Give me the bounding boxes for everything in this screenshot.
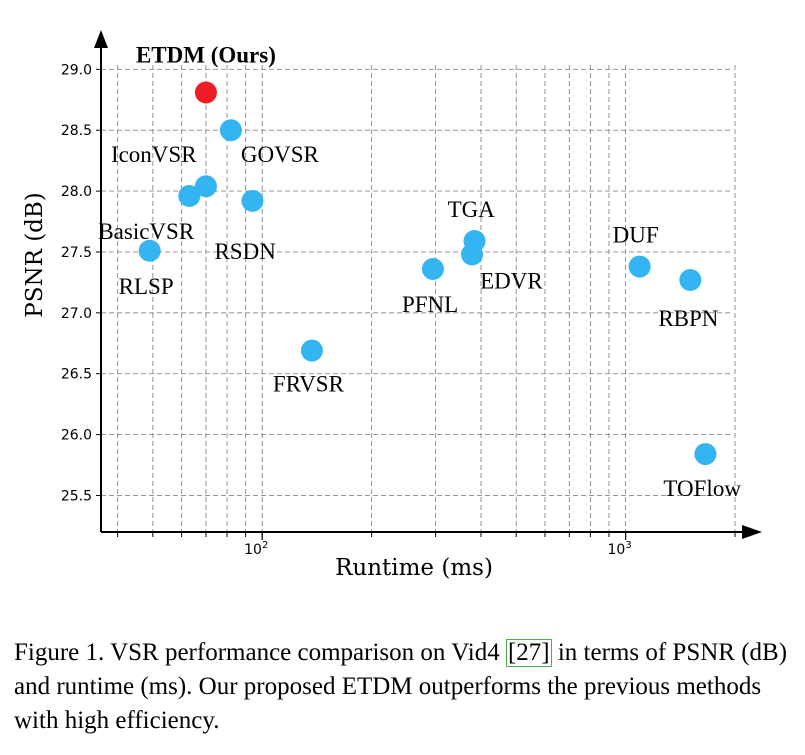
x-tick-label: 103	[608, 540, 632, 558]
cite-close-bracket: ]	[541, 639, 550, 666]
axes	[94, 30, 762, 540]
point-frvsr	[300, 339, 323, 362]
label-toflow: TOFlow	[663, 476, 741, 501]
x-tick-label: 102	[244, 540, 268, 558]
caption-text-end: in terms of PSNR (dB) and runtime (ms). …	[14, 639, 788, 734]
label-iconvsr: IconVSR	[111, 142, 197, 167]
y-tick-label: 28.5	[61, 123, 92, 139]
y-tick-label: 25.5	[61, 488, 92, 504]
point-govsr	[219, 119, 242, 142]
x-axis-arrow	[742, 525, 762, 539]
point-edvr	[461, 243, 484, 266]
point-toflow	[694, 443, 717, 466]
point-rbpn	[679, 268, 702, 291]
cite-number: 27	[516, 639, 542, 666]
y-tick-label: 29.0	[61, 62, 92, 78]
grid	[101, 65, 736, 532]
point-duf	[628, 255, 651, 278]
label-govsr: GOVSR	[241, 142, 320, 167]
x-ticks: 102 103	[244, 540, 632, 558]
caption-text-start: Figure 1. VSR performance comparison on …	[14, 639, 506, 666]
y-tick-label: 26.0	[61, 428, 92, 444]
y-tick-label: 26.5	[61, 367, 92, 383]
point-etdm-ours	[194, 81, 217, 104]
label-pfnl: PFNL	[402, 292, 458, 317]
y-tick-label: 27.0	[61, 306, 92, 322]
point-rsdn	[241, 189, 264, 212]
label-rbpn: RBPN	[658, 306, 718, 331]
x-axis-label: Runtime (ms)	[335, 555, 493, 581]
cite-open-bracket: [	[507, 639, 517, 666]
label-tga: TGA	[448, 197, 496, 222]
label-edvr: EDVR	[480, 268, 543, 293]
y-axis-arrow	[94, 30, 108, 48]
point-rlsp	[138, 239, 161, 262]
point-iconvsr	[194, 175, 217, 198]
y-tick-label: 28.0	[61, 184, 92, 200]
point-labels: ETDM (Ours) GOVSR IconVSR BasicVSR RSDN RLSP F…	[98, 42, 741, 501]
scatter-chart: 25.526.026.527.027.528.028.529.0 102 103 …	[22, 30, 762, 581]
label-duf: DUF	[613, 223, 659, 248]
label-rsdn: RSDN	[214, 239, 276, 264]
citation-link[interactable]: [27]	[505, 639, 552, 667]
point-basicvsr	[178, 184, 201, 207]
figure-caption: Figure 1. VSR performance comparison on …	[14, 636, 794, 738]
label-frvsr: FRVSR	[273, 372, 345, 397]
y-axis-label: PSNR (dB)	[22, 192, 48, 318]
label-etdm-ours: ETDM (Ours)	[136, 42, 276, 67]
data-points	[138, 81, 717, 466]
y-ticks: 25.5 26.0 26.5 27.0 27.5 28.0 28.5 29.0	[61, 62, 92, 504]
y-tick-label: 27.5	[61, 245, 92, 261]
label-rlsp: RLSP	[119, 274, 174, 299]
label-basicvsr: BasicVSR	[98, 219, 195, 244]
point-pfnl	[421, 258, 444, 281]
